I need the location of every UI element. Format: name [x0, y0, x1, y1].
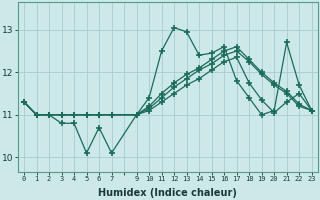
X-axis label: Humidex (Indice chaleur): Humidex (Indice chaleur): [98, 188, 237, 198]
